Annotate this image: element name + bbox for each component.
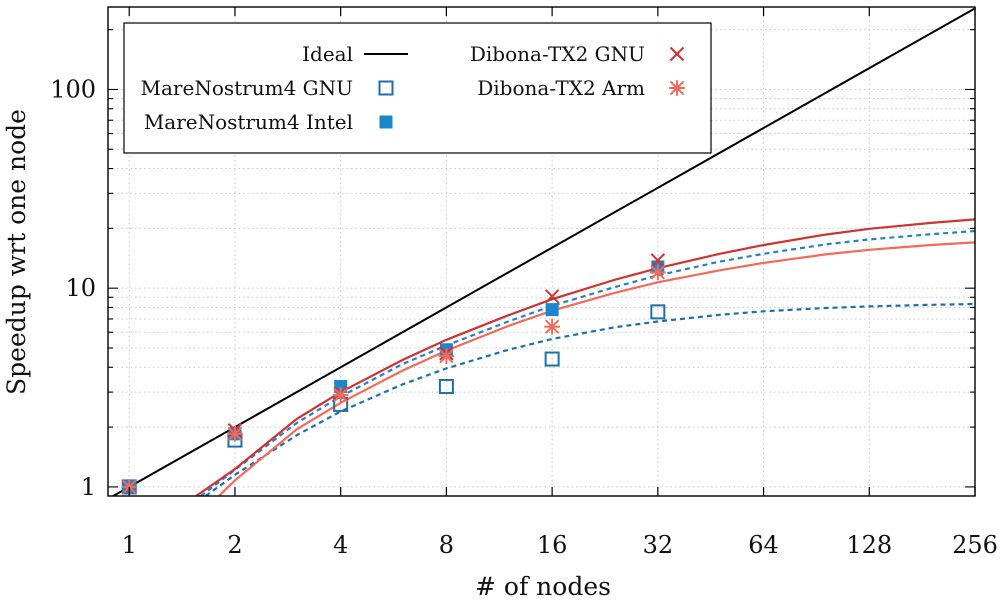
x-tick-label: 2	[227, 531, 242, 559]
fit-curve-series-3	[218, 241, 975, 496]
legend-label-tx2-gnu: Dibona-TX2 GNU	[470, 42, 645, 66]
data-point-series-3	[438, 348, 455, 364]
legend-label-mn4-intel: MareNostrum4 Intel	[144, 110, 353, 134]
x-tick-label: 64	[748, 531, 779, 559]
data-point-series-0	[438, 379, 454, 395]
legend-marker-mn4-intel-shape	[379, 115, 393, 129]
legend-label-mn4-gnu: MareNostrum4 GNU	[141, 76, 353, 100]
legend-marker-tx2-arm	[669, 80, 685, 96]
data-point-series-0-shape	[544, 351, 560, 367]
axis-ticks	[108, 7, 976, 496]
y-tick-label: 1	[81, 473, 96, 501]
data-point-series-1-shape	[545, 303, 559, 317]
data-point-series-3	[332, 387, 349, 403]
legend-marker-mn4-gnu-shape	[378, 80, 394, 96]
data-point-series-0-shape	[650, 304, 666, 320]
data-point-series-2-stroke-b	[650, 253, 666, 268]
plot-markers	[121, 253, 666, 495]
legend-marker-mn4-intel	[379, 115, 393, 129]
x-tick-label: 1	[122, 531, 137, 559]
data-point-series-0-shape	[438, 379, 454, 395]
x-tick-label: 128	[846, 531, 892, 559]
data-point-series-3	[227, 426, 243, 442]
x-tick-label: 32	[643, 531, 674, 559]
fit-curve-series-0	[204, 302, 975, 496]
plot-frame	[107, 6, 976, 497]
x-tick-label: 8	[439, 531, 454, 559]
y-tick-label: 100	[50, 75, 96, 103]
legend-label-ideal: Ideal	[302, 42, 353, 66]
x-tick-label: 16	[537, 531, 568, 559]
data-point-series-3	[544, 318, 560, 335]
legend: Ideal MareNostrum4 GNU MareNostrum4 Inte…	[123, 22, 712, 154]
legend-label-tx2-arm: Dibona-TX2 Arm	[477, 76, 645, 100]
axis-tick-labels: 1 2 4 8 16 32 64 128 256 1 10 100	[50, 75, 998, 559]
y-axis-title: Speedup wrt one node	[2, 109, 31, 395]
data-point-series-2	[650, 253, 666, 268]
x-tick-label: 4	[333, 531, 348, 559]
fit-curve-series-2	[195, 218, 975, 496]
legend-markers	[378, 46, 685, 129]
y-tick-label: 10	[65, 274, 96, 302]
ideal-line	[111, 7, 975, 496]
x-axis-title: # of nodes	[475, 572, 611, 601]
data-point-series-2-stroke-b	[544, 289, 560, 304]
x-tick-label: 256	[952, 531, 998, 559]
legend-marker-tx2-gnu-stroke-b	[669, 46, 685, 62]
data-point-series-3	[650, 264, 666, 281]
legend-box	[123, 22, 712, 154]
legend-marker-mn4-gnu	[378, 80, 394, 96]
legend-marker-tx2-gnu	[669, 46, 685, 62]
data-point-series-0	[544, 351, 560, 367]
data-point-series-2	[544, 289, 560, 304]
fit-curve-series-1	[200, 229, 975, 496]
data-point-series-1	[545, 303, 559, 317]
data-point-series-0	[650, 304, 666, 320]
plot-lines	[111, 7, 975, 496]
